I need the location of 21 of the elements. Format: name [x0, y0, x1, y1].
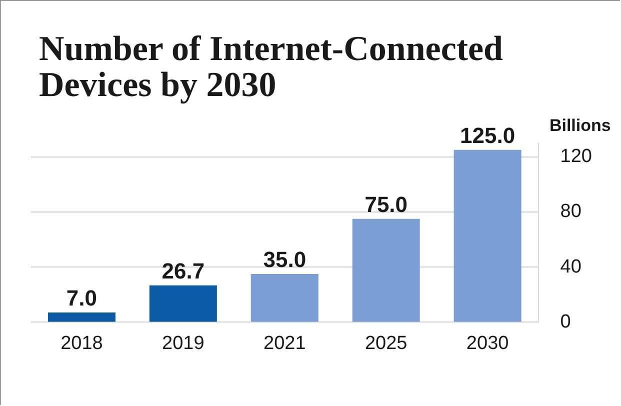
data-label: 26.7 — [162, 258, 205, 284]
data-label: 125.0 — [460, 122, 516, 148]
bar — [454, 150, 522, 322]
x-tick-label: 2025 — [364, 332, 408, 354]
y-tick-label: 0 — [560, 311, 571, 332]
bar — [250, 274, 318, 322]
data-label: 35.0 — [263, 247, 306, 272]
y-tick-label: 80 — [560, 201, 582, 222]
y-tick-label: 120 — [560, 146, 592, 168]
data-label: 7.0 — [66, 286, 98, 311]
y-tick-label: 40 — [560, 256, 582, 278]
x-tick-label: 2019 — [162, 332, 204, 354]
chart-title: Number of Internet-Connected Devices by 2030 — [39, 29, 504, 104]
data-label: 75.0 — [364, 192, 408, 217]
y-axis-title: Billions — [549, 116, 611, 136]
x-tick-label: 2018 — [60, 332, 103, 354]
bar — [48, 312, 116, 322]
x-tick-label: 2030 — [466, 332, 509, 354]
bar — [149, 285, 217, 322]
x-tick-label: 2021 — [264, 332, 306, 354]
bar — [352, 218, 420, 322]
